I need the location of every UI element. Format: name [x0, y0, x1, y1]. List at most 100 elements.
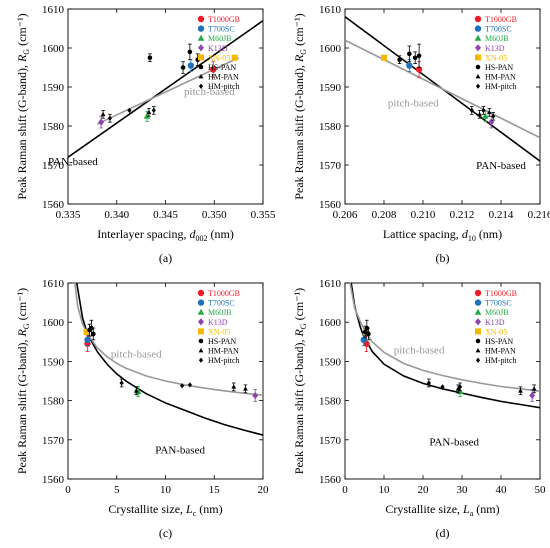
y-tick-label: 1600: [42, 43, 65, 55]
x-tick-label: 0.350: [202, 209, 227, 221]
y-tick-label: 1610: [319, 4, 342, 16]
legend-label-hs-pan: HS-PAN: [208, 337, 236, 346]
legend-label-m60jb: M60JB: [485, 34, 509, 43]
y-tick-label: 1560: [319, 199, 342, 211]
data-point-m60jb: [143, 112, 151, 119]
pan-fit-line: [350, 283, 540, 409]
legend-label-t1000gb: T1000GB: [208, 289, 240, 298]
data-point-k13d: [529, 391, 536, 400]
x-tick-label: 0.212: [450, 209, 475, 221]
legend-label-k13d: K13D: [208, 318, 228, 327]
data-point-hm-pitch: [187, 382, 192, 388]
x-tick-label: 0.335: [56, 209, 81, 221]
pan-based-label: PAN-based: [476, 160, 526, 172]
pitch-based-label: pitch-based: [394, 345, 445, 357]
legend-label-t700sc: T700SC: [485, 25, 512, 34]
data-points: [360, 319, 537, 402]
y-tick-label: 1600: [319, 317, 342, 329]
legend-label-t1000gb: T1000GB: [485, 15, 517, 24]
x-tick-label: 0.355: [251, 209, 276, 221]
panel-label: (b): [436, 251, 450, 265]
x-axis-label: Crystallite size, La (nm): [385, 502, 499, 518]
data-point-hs-pan: [180, 65, 186, 70]
legend-marker-m60jb: [474, 308, 482, 315]
legend-marker-xn-05: [475, 54, 481, 61]
data-point-hm-pitch: [179, 383, 185, 389]
legend-label-t700sc: T700SC: [208, 25, 235, 34]
legend-marker-xn-05: [198, 328, 204, 335]
data-point-hm-pitch: [481, 107, 486, 113]
data-point-hm-pitch: [469, 107, 474, 113]
data-point-hm-pitch: [491, 113, 496, 119]
data-point-hs-pan: [366, 331, 371, 337]
data-point-k13d: [98, 118, 105, 126]
x-tick-label: 0.210: [411, 209, 436, 221]
data-points: [83, 319, 259, 402]
legend-marker-k13d: [198, 318, 204, 326]
data-point-xn-05: [231, 54, 238, 61]
pitch-fit-line: [74, 283, 263, 396]
data-point-hm-pitch: [151, 107, 156, 113]
data-point-hm-pitch: [127, 107, 132, 113]
y-tick-label: 1570: [42, 160, 65, 172]
legend-marker-hm-pan: [475, 348, 481, 353]
data-point-hm-pan: [486, 109, 492, 115]
data-point-hm-pan: [231, 384, 237, 389]
x-tick-label: 20: [258, 484, 270, 496]
legend-label-xn-05: XN-05: [485, 327, 507, 336]
legend-marker-t1000gb: [474, 15, 482, 23]
legend-label-hm-pitch: HM-pitch: [208, 356, 240, 365]
legend-label-k13d: K13D: [208, 44, 228, 53]
y-tick-label: 1580: [42, 396, 65, 408]
legend-marker-t700sc: [474, 25, 482, 32]
data-point-hs-pan: [187, 49, 193, 55]
x-axis-label: Lattice spacing, d10 (nm): [383, 227, 502, 243]
data-point-hs-pan: [91, 331, 96, 337]
y-tick-label: 1590: [42, 356, 65, 368]
legend-marker-xn-05: [198, 54, 204, 61]
legend-marker-hs-pan: [198, 64, 204, 70]
chart-panel-b: 0.206 0.208 0.210 0.212 0.214 0.216 1560 1570 15…: [292, 4, 550, 265]
legend-label-t1000gb: T1000GB: [485, 289, 517, 298]
legend-label-hs-pan: HS-PAN: [485, 337, 513, 346]
x-tick-label: 40: [496, 484, 508, 496]
pitch-based-label: pitch-based: [111, 348, 162, 360]
pan-fit-line: [68, 20, 263, 158]
y-tick-label: 1570: [319, 435, 342, 447]
legend: T1000GBT700SCM60JBK13DXN-05HS-PANHM-PANH…: [474, 15, 517, 91]
legend-label-xn-05: XN-05: [208, 53, 230, 62]
y-tick-label: 1560: [42, 199, 65, 211]
data-point-t700sc: [84, 336, 91, 344]
legend-marker-hm-pitch: [475, 83, 481, 89]
data-point-hm-pan: [146, 109, 152, 115]
pitch-fit-line: [345, 39, 540, 139]
legend-label-m60jb: M60JB: [485, 308, 509, 317]
legend-marker-hm-pitch: [475, 357, 481, 363]
x-tick-label: 0.340: [104, 209, 129, 221]
legend-label-k13d: K13D: [485, 318, 505, 327]
legend-label-k13d: K13D: [485, 44, 505, 53]
x-tick-label: 5: [114, 484, 120, 496]
legend-label-t1000gb: T1000GB: [208, 15, 240, 24]
y-tick-label: 1560: [319, 474, 342, 486]
legend-label-hs-pan: HS-PAN: [208, 63, 236, 72]
legend-marker-hm-pan: [198, 74, 204, 79]
data-point-xn-05: [83, 329, 90, 335]
data-point-t700sc: [406, 62, 413, 69]
data-point-hm-pan: [518, 388, 523, 393]
x-tick-label: 20: [418, 484, 430, 496]
pan-based-label: PAN-based: [155, 445, 205, 457]
y-axis-label: Peak Raman shift (G-band), RG (cm⁻¹): [15, 13, 31, 199]
legend-label-xn-05: XN-05: [208, 327, 230, 336]
legend-marker-hs-pan: [198, 338, 204, 344]
pitch-fit-line: [349, 283, 540, 392]
legend-marker-hm-pitch: [198, 357, 204, 363]
data-point-hs-pan: [89, 325, 94, 331]
y-tick-label: 1610: [42, 278, 65, 290]
legend-marker-k13d: [475, 318, 481, 326]
y-tick-label: 1580: [319, 121, 342, 133]
legend-marker-t700sc: [197, 25, 205, 32]
x-tick-label: 0.345: [153, 209, 178, 221]
x-tick-label: 10: [379, 484, 391, 496]
data-point-hs-pan: [412, 55, 418, 61]
